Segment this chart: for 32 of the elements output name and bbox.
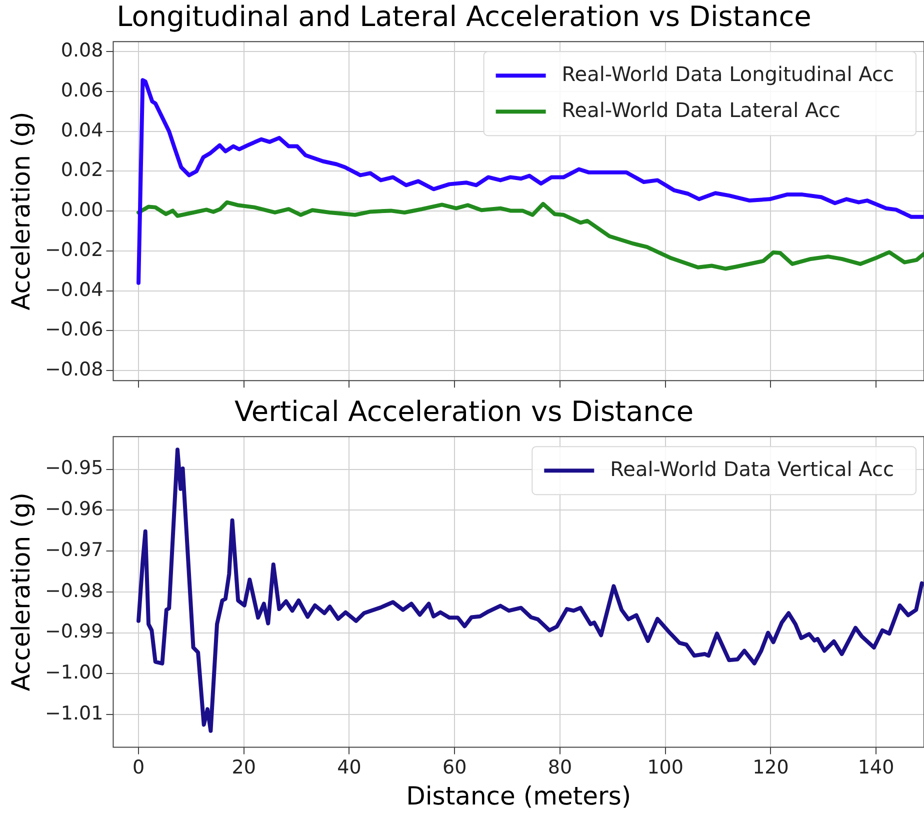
x-tick-label: 80 <box>548 756 572 779</box>
y-tick-label: 0.00 <box>60 199 104 222</box>
y-tick-label: −0.96 <box>44 498 104 520</box>
x-tick-label: 0 <box>132 756 145 779</box>
y-tick-label: 0.04 <box>60 119 104 142</box>
x-tick-label: 140 <box>858 756 894 779</box>
y-tick-label: −1.00 <box>44 662 104 684</box>
legend-label: Real-World Data Longitudinal Acc <box>562 62 894 86</box>
y-tick-label: −0.97 <box>44 538 104 561</box>
y-tick-label: 0.08 <box>60 40 104 62</box>
x-tick-label: 120 <box>752 756 789 779</box>
x-tick-label: 20 <box>232 756 256 779</box>
chart-title: Vertical Acceleration vs Distance <box>234 395 694 428</box>
x-axis-title: Distance (meters) <box>406 782 632 810</box>
x-tick-label: 60 <box>442 756 467 779</box>
y-axis-title: Acceleration (g) <box>6 492 36 692</box>
y-tick-label: −0.95 <box>44 457 104 480</box>
y-tick-label: 0.06 <box>60 79 104 102</box>
y-tick-label: −0.99 <box>44 620 104 643</box>
y-tick-label: −0.08 <box>44 358 104 381</box>
legend-label: Real-World Data Vertical Acc <box>610 456 894 481</box>
y-tick-label: −0.98 <box>44 580 104 602</box>
x-tick-label: 40 <box>337 756 362 779</box>
y-tick-label: −1.01 <box>44 702 104 724</box>
x-tick-label: 100 <box>647 756 684 779</box>
y-tick-label: −0.02 <box>44 238 104 261</box>
y-tick-label: 0.02 <box>60 159 104 182</box>
y-tick-label: −0.04 <box>44 278 104 301</box>
y-tick-label: −0.06 <box>44 318 104 341</box>
y-axis-title: Acceleration (g) <box>6 112 36 310</box>
chart-title: Longitudinal and Lateral Acceleration vs Distance <box>116 0 812 34</box>
legend-label: Real-World Data Lateral Acc <box>562 98 840 122</box>
